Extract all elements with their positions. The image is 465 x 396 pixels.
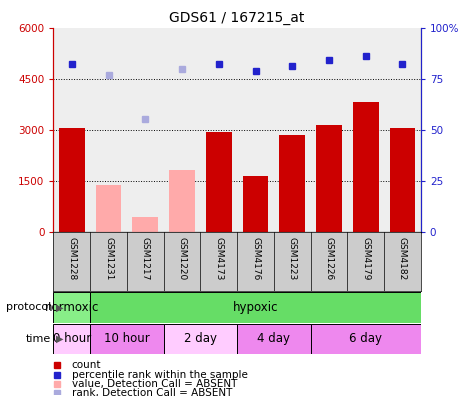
- Text: GSM1231: GSM1231: [104, 237, 113, 280]
- Text: 6 day: 6 day: [349, 333, 382, 345]
- Text: GSM1217: GSM1217: [141, 237, 150, 280]
- Text: ▶: ▶: [56, 302, 63, 312]
- Text: count: count: [72, 360, 101, 370]
- Text: time: time: [26, 334, 51, 344]
- Text: GSM4182: GSM4182: [398, 237, 407, 280]
- Bar: [90, 324, 164, 354]
- Bar: [243, 175, 268, 232]
- Bar: [206, 132, 232, 232]
- Bar: [59, 128, 85, 232]
- Bar: [164, 324, 237, 354]
- Text: protocol: protocol: [6, 302, 51, 312]
- Text: value, Detection Call = ABSENT: value, Detection Call = ABSENT: [72, 379, 237, 389]
- Text: hypoxic: hypoxic: [233, 301, 278, 314]
- Text: ▶: ▶: [56, 334, 63, 344]
- Bar: [53, 324, 90, 354]
- Bar: [279, 135, 305, 232]
- Text: GSM4176: GSM4176: [251, 237, 260, 280]
- Bar: [390, 128, 415, 232]
- Text: GSM1228: GSM1228: [67, 237, 76, 280]
- Bar: [169, 170, 195, 232]
- Text: GSM1226: GSM1226: [325, 237, 333, 280]
- Bar: [353, 103, 379, 232]
- Bar: [133, 217, 158, 232]
- Bar: [237, 324, 311, 354]
- Bar: [53, 292, 90, 323]
- Text: 10 hour: 10 hour: [104, 333, 150, 345]
- Text: rank, Detection Call = ABSENT: rank, Detection Call = ABSENT: [72, 388, 232, 396]
- Text: percentile rank within the sample: percentile rank within the sample: [72, 369, 248, 380]
- Text: GSM4173: GSM4173: [214, 237, 223, 280]
- Text: 4 day: 4 day: [258, 333, 290, 345]
- Text: GSM1220: GSM1220: [178, 237, 186, 280]
- Text: 2 day: 2 day: [184, 333, 217, 345]
- Bar: [316, 125, 342, 232]
- Text: normoxic: normoxic: [45, 301, 99, 314]
- Bar: [96, 185, 121, 232]
- Text: GSM4179: GSM4179: [361, 237, 370, 280]
- Title: GDS61 / 167215_at: GDS61 / 167215_at: [169, 11, 305, 25]
- Bar: [311, 324, 421, 354]
- Text: 0 hour: 0 hour: [53, 333, 91, 345]
- Text: GSM1223: GSM1223: [288, 237, 297, 280]
